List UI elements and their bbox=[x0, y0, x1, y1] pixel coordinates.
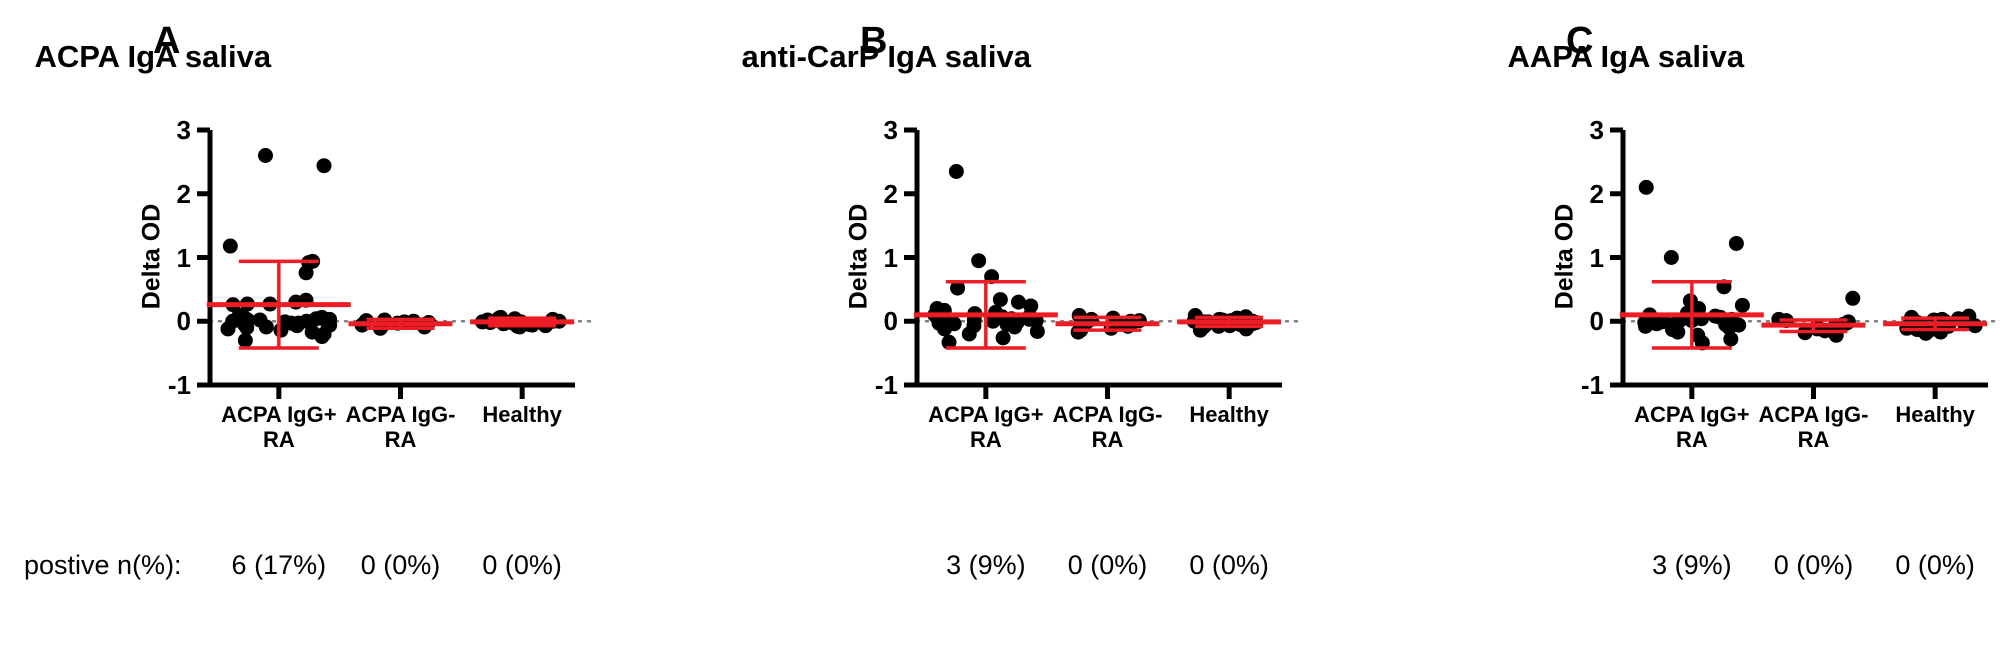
data-point bbox=[220, 321, 236, 337]
y-tick-label: -1 bbox=[167, 370, 191, 400]
data-point bbox=[1637, 318, 1653, 334]
data-point bbox=[1723, 331, 1739, 347]
data-point bbox=[1029, 323, 1045, 339]
data-point bbox=[1649, 316, 1665, 332]
data-point bbox=[237, 332, 253, 348]
data-point bbox=[1845, 290, 1861, 306]
data-point bbox=[1728, 235, 1744, 251]
data-point bbox=[1638, 179, 1654, 195]
data-point bbox=[258, 319, 274, 335]
x-tick-label-line: RA bbox=[1797, 426, 1830, 452]
y-tick-label: 3 bbox=[883, 115, 898, 145]
y-tick-label: 2 bbox=[176, 178, 191, 209]
positive-count: 0 (0%) bbox=[482, 550, 562, 580]
x-tick-label: Healthy bbox=[1825, 402, 2000, 428]
data-point bbox=[971, 253, 987, 269]
x-tick-label: ACPA IgG+ RA bbox=[876, 402, 1096, 452]
y-tick-label: -1 bbox=[874, 370, 898, 400]
data-point bbox=[1721, 320, 1737, 336]
x-tick-label-line: ACPA IgG+ bbox=[221, 402, 337, 427]
positive-count: 0 (0%) bbox=[1895, 550, 1975, 580]
data-point bbox=[937, 321, 953, 337]
y-tick-label: 1 bbox=[883, 242, 898, 273]
data-point bbox=[941, 334, 957, 350]
x-tick-label: ACPA IgG- RA bbox=[291, 402, 511, 452]
data-point bbox=[1007, 319, 1023, 335]
y-tick-label: 0 bbox=[883, 306, 898, 337]
panel-letter-a: A bbox=[153, 20, 181, 62]
data-point bbox=[1070, 324, 1086, 340]
x-tick-label: ACPA IgG+ RA bbox=[169, 402, 389, 452]
x-tick-label-line: ACPA IgG- bbox=[1758, 402, 1869, 427]
y-tick-label: 2 bbox=[1589, 178, 1604, 209]
x-tick-label-line: ACPA IgG+ bbox=[928, 402, 1044, 427]
panel-a: A ACPA IgA saliva Delta OD 3 2 1 0 -1 ACPA IgG+ R… bbox=[0, 0, 707, 649]
y-tick-label: -1 bbox=[1580, 370, 1604, 400]
x-tick-label-line: RA bbox=[384, 426, 417, 452]
data-point bbox=[316, 158, 332, 174]
x-tick-label-line: RA bbox=[969, 426, 1002, 452]
panel-letter-b: B bbox=[860, 20, 888, 62]
panel-title: anti-CarP IgA saliva bbox=[741, 39, 1031, 74]
x-tick-label-line: Healthy bbox=[482, 402, 562, 427]
panel-title: ACPA IgA saliva bbox=[34, 39, 272, 74]
y-tick-label: 1 bbox=[1589, 242, 1604, 273]
x-tick-label-line: ACPA IgG+ bbox=[1634, 402, 1750, 427]
y-tick-label: 1 bbox=[176, 242, 191, 273]
x-tick-label: Healthy bbox=[412, 402, 632, 428]
data-point bbox=[1670, 324, 1686, 340]
data-point bbox=[961, 326, 977, 342]
x-tick-label: ACPA IgG- RA bbox=[1704, 402, 1924, 452]
x-tick-label-line: Healthy bbox=[1189, 402, 1269, 427]
data-point bbox=[273, 322, 289, 338]
x-tick-label-line: RA bbox=[1675, 426, 1708, 452]
data-point bbox=[314, 329, 330, 345]
panel-letter-c: C bbox=[1566, 20, 1594, 62]
positive-count: 0 (0%) bbox=[1189, 550, 1269, 580]
x-tick-label-line: Healthy bbox=[1895, 402, 1975, 427]
positive-count: 0 (0%) bbox=[1773, 550, 1854, 580]
x-tick-label-line: RA bbox=[262, 426, 295, 452]
data-point bbox=[985, 313, 1001, 329]
x-tick-label: ACPA IgG- RA bbox=[998, 402, 1218, 452]
plot-area bbox=[904, 127, 1304, 399]
data-point bbox=[257, 148, 273, 163]
x-tick-label-line: ACPA IgG- bbox=[1052, 402, 1163, 427]
data-point bbox=[222, 238, 238, 254]
y-tick-label: 0 bbox=[176, 306, 191, 337]
plot-area bbox=[197, 127, 597, 399]
positive-count: 3 (9%) bbox=[946, 550, 1026, 580]
data-point bbox=[950, 280, 966, 296]
data-point bbox=[1734, 297, 1750, 313]
y-tick-label: 3 bbox=[176, 115, 191, 145]
x-tick-label-line: RA bbox=[1091, 426, 1124, 452]
data-point bbox=[948, 163, 964, 179]
x-tick-label: Healthy bbox=[1119, 402, 1339, 428]
positive-count: 0 (0%) bbox=[1067, 550, 1148, 580]
positive-count: 0 (0%) bbox=[360, 550, 441, 580]
data-point bbox=[239, 320, 255, 336]
positive-row-header: postive n(%): bbox=[24, 550, 182, 580]
data-point bbox=[992, 292, 1008, 308]
data-point bbox=[288, 294, 304, 310]
y-tick-label: 2 bbox=[883, 178, 898, 209]
positive-count: 6 (17%) bbox=[231, 550, 327, 580]
y-tick-label: 0 bbox=[1589, 306, 1604, 337]
panel-c: C AAPA IgA saliva Delta OD 3 2 1 0 -1 ACPA IgG+ R… bbox=[1413, 0, 2000, 649]
data-point bbox=[995, 330, 1011, 346]
data-point bbox=[289, 318, 305, 334]
panel-title: AAPA IgA saliva bbox=[1507, 39, 1745, 74]
positive-count: 3 (9%) bbox=[1652, 550, 1732, 580]
x-tick-label: ACPA IgG+ RA bbox=[1582, 402, 1802, 452]
data-point bbox=[1010, 294, 1026, 310]
plot-area bbox=[1610, 127, 2000, 399]
y-tick-label: 3 bbox=[1589, 115, 1604, 145]
x-tick-label-line: ACPA IgG- bbox=[345, 402, 456, 427]
data-point bbox=[1663, 250, 1679, 265]
data-point bbox=[298, 265, 314, 281]
